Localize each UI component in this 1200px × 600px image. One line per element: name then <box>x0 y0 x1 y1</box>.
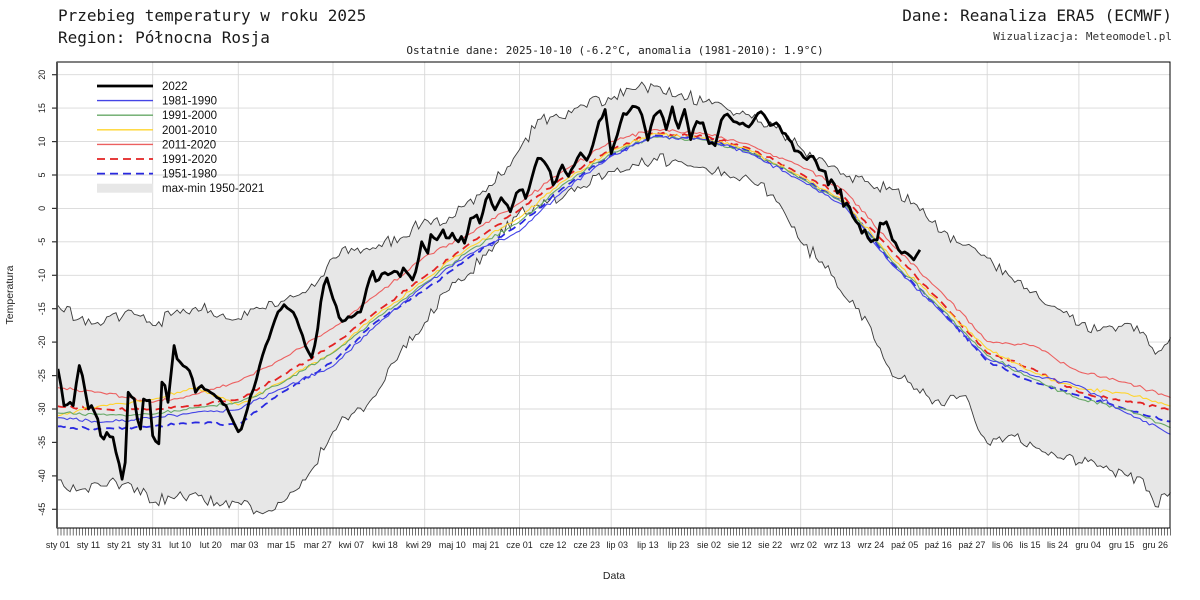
region-subtitle: Region: Północna Rosja <box>58 28 270 47</box>
series-line-1981-1990 <box>57 135 1171 435</box>
y-tick-label: 20 <box>37 70 47 80</box>
x-tick-label: sty 01 <box>46 540 70 550</box>
x-tick-label: lip 23 <box>668 540 690 550</box>
x-tick-label: lis 15 <box>1019 540 1040 550</box>
y-tick-label: -30 <box>37 402 47 415</box>
x-tick-label: gru 04 <box>1075 540 1101 550</box>
band-max-edge <box>57 81 1172 355</box>
page-title: Przebieg temperatury w roku 2025 <box>58 6 367 25</box>
y-tick-label: 5 <box>37 172 47 177</box>
series-line-1991-2000 <box>57 135 1171 429</box>
x-tick-label: lis 24 <box>1047 540 1068 550</box>
band-min-edge <box>57 153 1171 515</box>
x-tick-label: sie 12 <box>728 540 752 550</box>
x-tick-label: wrz 02 <box>790 540 818 550</box>
x-tick-label: lut 10 <box>169 540 191 550</box>
y-tick-label: -15 <box>37 302 47 315</box>
y-tick-label: -5 <box>37 238 47 246</box>
y-tick-label: 15 <box>37 103 47 113</box>
series-line-2022 <box>56 104 922 481</box>
x-tick-label: maj 21 <box>472 540 499 550</box>
legend-label: 1991-2000 <box>162 110 217 122</box>
visualization-credit: Wizualizacja: Meteomodel.pl <box>993 30 1172 43</box>
legend-band-swatch <box>97 183 153 193</box>
x-tick-label: wrz 13 <box>823 540 851 550</box>
x-tick-label: wrz 24 <box>857 540 885 550</box>
x-tick-label: kwi 18 <box>372 540 398 550</box>
y-tick-label: -45 <box>37 503 47 516</box>
y-tick-label: -25 <box>37 369 47 382</box>
x-tick-label: kwi 07 <box>339 540 365 550</box>
legend-label: 1951-1980 <box>162 169 217 181</box>
x-tick-label: kwi 29 <box>406 540 432 550</box>
x-tick-label: sie 02 <box>697 540 721 550</box>
x-tick-label: cze 12 <box>540 540 567 550</box>
x-tick-label: lip 03 <box>607 540 629 550</box>
x-tick-label: lut 20 <box>200 540 222 550</box>
x-tick-label: sie 22 <box>758 540 782 550</box>
legend-label: 1981-1990 <box>162 96 217 108</box>
legend-label: 2001-2010 <box>162 125 217 137</box>
y-tick-label: -40 <box>37 469 47 482</box>
x-tick-label: paź 05 <box>891 540 918 550</box>
x-tick-label: sty 11 <box>77 540 100 550</box>
x-tick-label: mar 03 <box>230 540 258 550</box>
legend-label: 1991-2020 <box>162 154 217 166</box>
legend-label: 2022 <box>162 81 188 93</box>
x-tick-label: sty 31 <box>138 540 162 550</box>
x-tick-label: lis 06 <box>992 540 1013 550</box>
series-line-2001-2010 <box>57 132 1171 417</box>
y-tick-label: -20 <box>37 336 47 349</box>
series-line-1991-2020 <box>57 131 1171 412</box>
x-tick-label: paź 16 <box>925 540 952 550</box>
x-tick-label: sty 21 <box>107 540 131 550</box>
y-tick-label: 0 <box>37 206 47 211</box>
x-tick-label: gru 15 <box>1109 540 1135 550</box>
data-source: Dane: Reanaliza ERA5 (ECMWF) <box>902 6 1172 25</box>
legend-label: max-min 1950-2021 <box>162 183 264 195</box>
legend-label: 2011-2020 <box>162 139 216 151</box>
x-tick-label: gru 26 <box>1143 540 1169 550</box>
x-tick-label: cze 23 <box>574 540 601 550</box>
x-tick-label: maj 10 <box>439 540 466 550</box>
y-axis-label: Temperatura <box>4 265 16 324</box>
x-axis-label: Data <box>603 570 625 582</box>
y-tick-label: -10 <box>37 269 47 282</box>
x-tick-label: paź 27 <box>958 540 985 550</box>
x-tick-label: mar 27 <box>304 540 332 550</box>
y-tick-label: -35 <box>37 436 47 449</box>
last-data-subtitle: Ostatnie dane: 2025-10-10 (-6.2°C, anoma… <box>406 44 824 57</box>
x-tick-label: lip 13 <box>637 540 659 550</box>
y-tick-label: 10 <box>37 137 47 147</box>
x-tick-label: mar 15 <box>267 540 295 550</box>
x-tick-label: cze 01 <box>506 540 533 550</box>
